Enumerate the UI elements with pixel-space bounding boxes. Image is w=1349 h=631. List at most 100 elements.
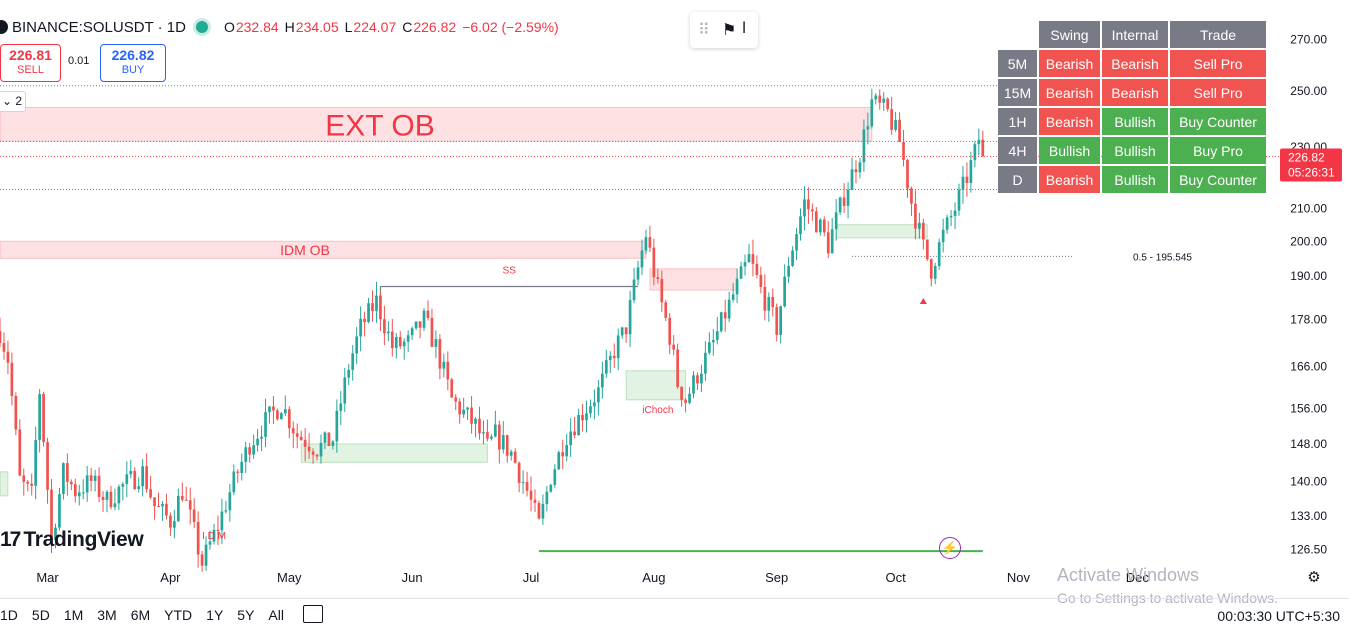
clock-readout[interactable]: 00:03:30 UTC+5:30 bbox=[1217, 608, 1340, 624]
trade-cell: Sell Pro bbox=[1170, 79, 1266, 106]
candle-body bbox=[925, 239, 929, 260]
candle-body bbox=[291, 428, 295, 434]
period-1m[interactable]: 1M bbox=[63, 607, 84, 623]
candle-body bbox=[545, 491, 549, 504]
trend-table-header-row: Swing Internal Trade bbox=[998, 21, 1266, 48]
candle-body bbox=[723, 312, 727, 319]
internal-cell: Bullish bbox=[1102, 137, 1168, 164]
pin-icon[interactable]: ǀ bbox=[742, 20, 747, 37]
candle-body bbox=[398, 336, 402, 347]
candle-body bbox=[379, 295, 382, 320]
candle-body bbox=[228, 492, 232, 511]
candle-body bbox=[208, 541, 212, 545]
y-tick-label: 210.00 bbox=[1290, 201, 1327, 215]
candle-body bbox=[319, 442, 323, 457]
tf-label: D bbox=[998, 166, 1037, 193]
indicator-collapse-button[interactable]: ⌄ 2 bbox=[0, 91, 26, 112]
candle-body bbox=[981, 139, 985, 157]
candle-body bbox=[826, 232, 830, 254]
drag-handle-icon[interactable]: ⠿ bbox=[698, 22, 710, 39]
candle-body bbox=[89, 475, 93, 481]
candle-body bbox=[331, 441, 335, 446]
calendar-icon[interactable] bbox=[303, 605, 323, 623]
candle-body bbox=[941, 229, 945, 243]
candle-body bbox=[109, 491, 113, 508]
period-all[interactable]: All bbox=[268, 607, 284, 623]
candle-body bbox=[276, 410, 279, 420]
candle-body bbox=[589, 406, 592, 414]
period-1y[interactable]: 1Y bbox=[206, 607, 224, 623]
candle-body bbox=[648, 237, 652, 248]
levels-layer: 0.5 - 195.545 SS bbox=[0, 85, 1192, 553]
candle-body bbox=[200, 554, 204, 566]
indicator-count: 2 bbox=[15, 94, 23, 108]
buy-button[interactable]: 226.82 BUY bbox=[100, 44, 166, 82]
y-tick-label: 190.00 bbox=[1290, 269, 1327, 283]
close-value: 226.82 bbox=[413, 19, 457, 35]
candle-body bbox=[751, 254, 755, 264]
candle-body bbox=[509, 451, 513, 456]
candle-body bbox=[696, 375, 699, 384]
candle-body bbox=[18, 429, 22, 476]
candle-body bbox=[462, 409, 466, 415]
candle-body bbox=[410, 328, 414, 336]
candle-body bbox=[311, 451, 315, 455]
header-trade: Trade bbox=[1170, 21, 1266, 48]
countdown-label: 05:26:31 bbox=[1288, 166, 1335, 180]
lightning-icon[interactable]: ⚡ bbox=[939, 537, 961, 559]
candle-body bbox=[327, 432, 331, 446]
spread-value: 0.01 bbox=[68, 55, 90, 67]
candle-body bbox=[93, 475, 97, 481]
candle-body bbox=[680, 386, 683, 400]
settings-gear-icon[interactable]: ⚙ bbox=[1307, 569, 1321, 586]
last-price-tag bbox=[1280, 148, 1342, 182]
candle-body bbox=[137, 486, 141, 489]
candle-body bbox=[165, 503, 168, 516]
candle-body bbox=[700, 373, 703, 384]
sell-button[interactable]: 226.81 SELL bbox=[0, 44, 61, 82]
period-5d[interactable]: 5D bbox=[31, 607, 50, 623]
candle-body bbox=[236, 471, 240, 474]
candle-body bbox=[593, 402, 596, 407]
period-6m[interactable]: 6M bbox=[130, 607, 151, 623]
candle-body bbox=[387, 331, 390, 334]
candle-body bbox=[125, 474, 129, 485]
candle-body bbox=[977, 139, 981, 145]
candle-body bbox=[347, 369, 351, 378]
period-1d[interactable]: 1D bbox=[0, 607, 18, 623]
y-tick-label: 166.00 bbox=[1290, 360, 1327, 374]
candle-body bbox=[577, 414, 580, 436]
tradingview-logo[interactable]: 17 TradingView bbox=[0, 528, 144, 552]
period-3m[interactable]: 3M bbox=[97, 607, 117, 623]
candle-body bbox=[283, 409, 287, 414]
flag-icon[interactable]: ⚑ bbox=[722, 22, 737, 39]
level-label: SS bbox=[503, 265, 517, 276]
price-chart[interactable]: EXT OB IDM OB 0.5 - 195.545 SS iChoch I D M 27… bbox=[0, 0, 1349, 598]
candle-body bbox=[157, 506, 160, 508]
open-label: O bbox=[223, 19, 235, 35]
swing-cell: Bearish bbox=[1039, 166, 1100, 193]
trend-row-1h: 1H Bearish Bullish Buy Counter bbox=[998, 108, 1266, 135]
floating-drawing-toolbar[interactable]: ⠿ ⚑ ǀ bbox=[690, 12, 758, 48]
candle-body bbox=[46, 442, 49, 490]
candle-body bbox=[652, 247, 656, 278]
candle-body bbox=[783, 276, 786, 307]
candle-body bbox=[945, 217, 949, 230]
last-price-label: 226.82 bbox=[1288, 151, 1325, 165]
candle-body bbox=[727, 299, 731, 319]
candle-body bbox=[248, 447, 252, 455]
candle-body bbox=[807, 199, 810, 210]
y-tick-label: 140.00 bbox=[1290, 474, 1327, 488]
candle-body bbox=[604, 360, 608, 374]
candle-body bbox=[383, 319, 386, 334]
candle-body bbox=[771, 297, 775, 308]
candle-body bbox=[343, 377, 347, 404]
candle-body bbox=[390, 331, 394, 349]
candle-body bbox=[434, 339, 438, 347]
internal-cell: Bearish bbox=[1102, 50, 1168, 77]
candle-body bbox=[323, 432, 327, 443]
period-5y[interactable]: 5Y bbox=[237, 607, 255, 623]
candle-body bbox=[933, 266, 937, 279]
period-ytd[interactable]: YTD bbox=[164, 607, 193, 623]
symbol-title[interactable]: BINANCE:SOLUSDT · 1D bbox=[12, 18, 186, 36]
